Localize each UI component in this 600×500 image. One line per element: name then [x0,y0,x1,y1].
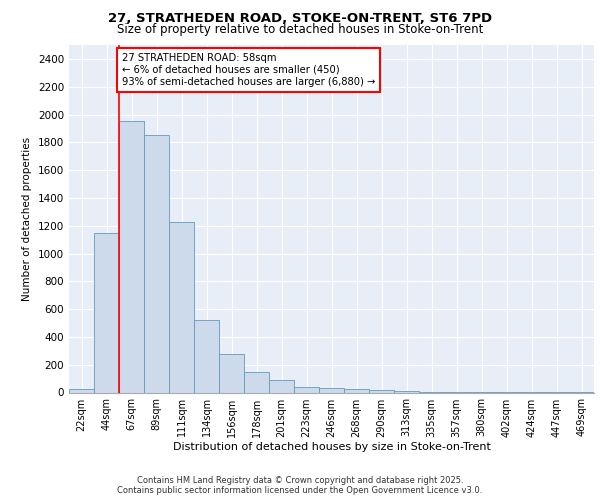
Y-axis label: Number of detached properties: Number of detached properties [22,136,32,301]
Text: Contains public sector information licensed under the Open Government Licence v3: Contains public sector information licen… [118,486,482,495]
Text: Size of property relative to detached houses in Stoke-on-Trent: Size of property relative to detached ho… [117,22,483,36]
Text: 27, STRATHEDEN ROAD, STOKE-ON-TRENT, ST6 7PD: 27, STRATHEDEN ROAD, STOKE-ON-TRENT, ST6… [108,12,492,26]
Bar [194,320,219,392]
Text: Contains HM Land Registry data © Crown copyright and database right 2025.: Contains HM Land Registry data © Crown c… [137,476,463,485]
Bar [169,222,194,392]
Bar [294,387,319,392]
Bar [69,389,94,392]
Bar [269,380,294,392]
Bar [244,372,269,392]
Bar [119,122,144,392]
Text: 27 STRATHEDEN ROAD: 58sqm
← 6% of detached houses are smaller (450)
93% of semi-: 27 STRATHEDEN ROAD: 58sqm ← 6% of detach… [121,54,375,86]
Bar [94,232,119,392]
X-axis label: Distribution of detached houses by size in Stoke-on-Trent: Distribution of detached houses by size … [173,442,490,452]
Bar [369,390,394,392]
Bar [344,389,369,392]
Bar [219,354,244,393]
Bar [144,136,169,392]
Bar [319,388,344,392]
